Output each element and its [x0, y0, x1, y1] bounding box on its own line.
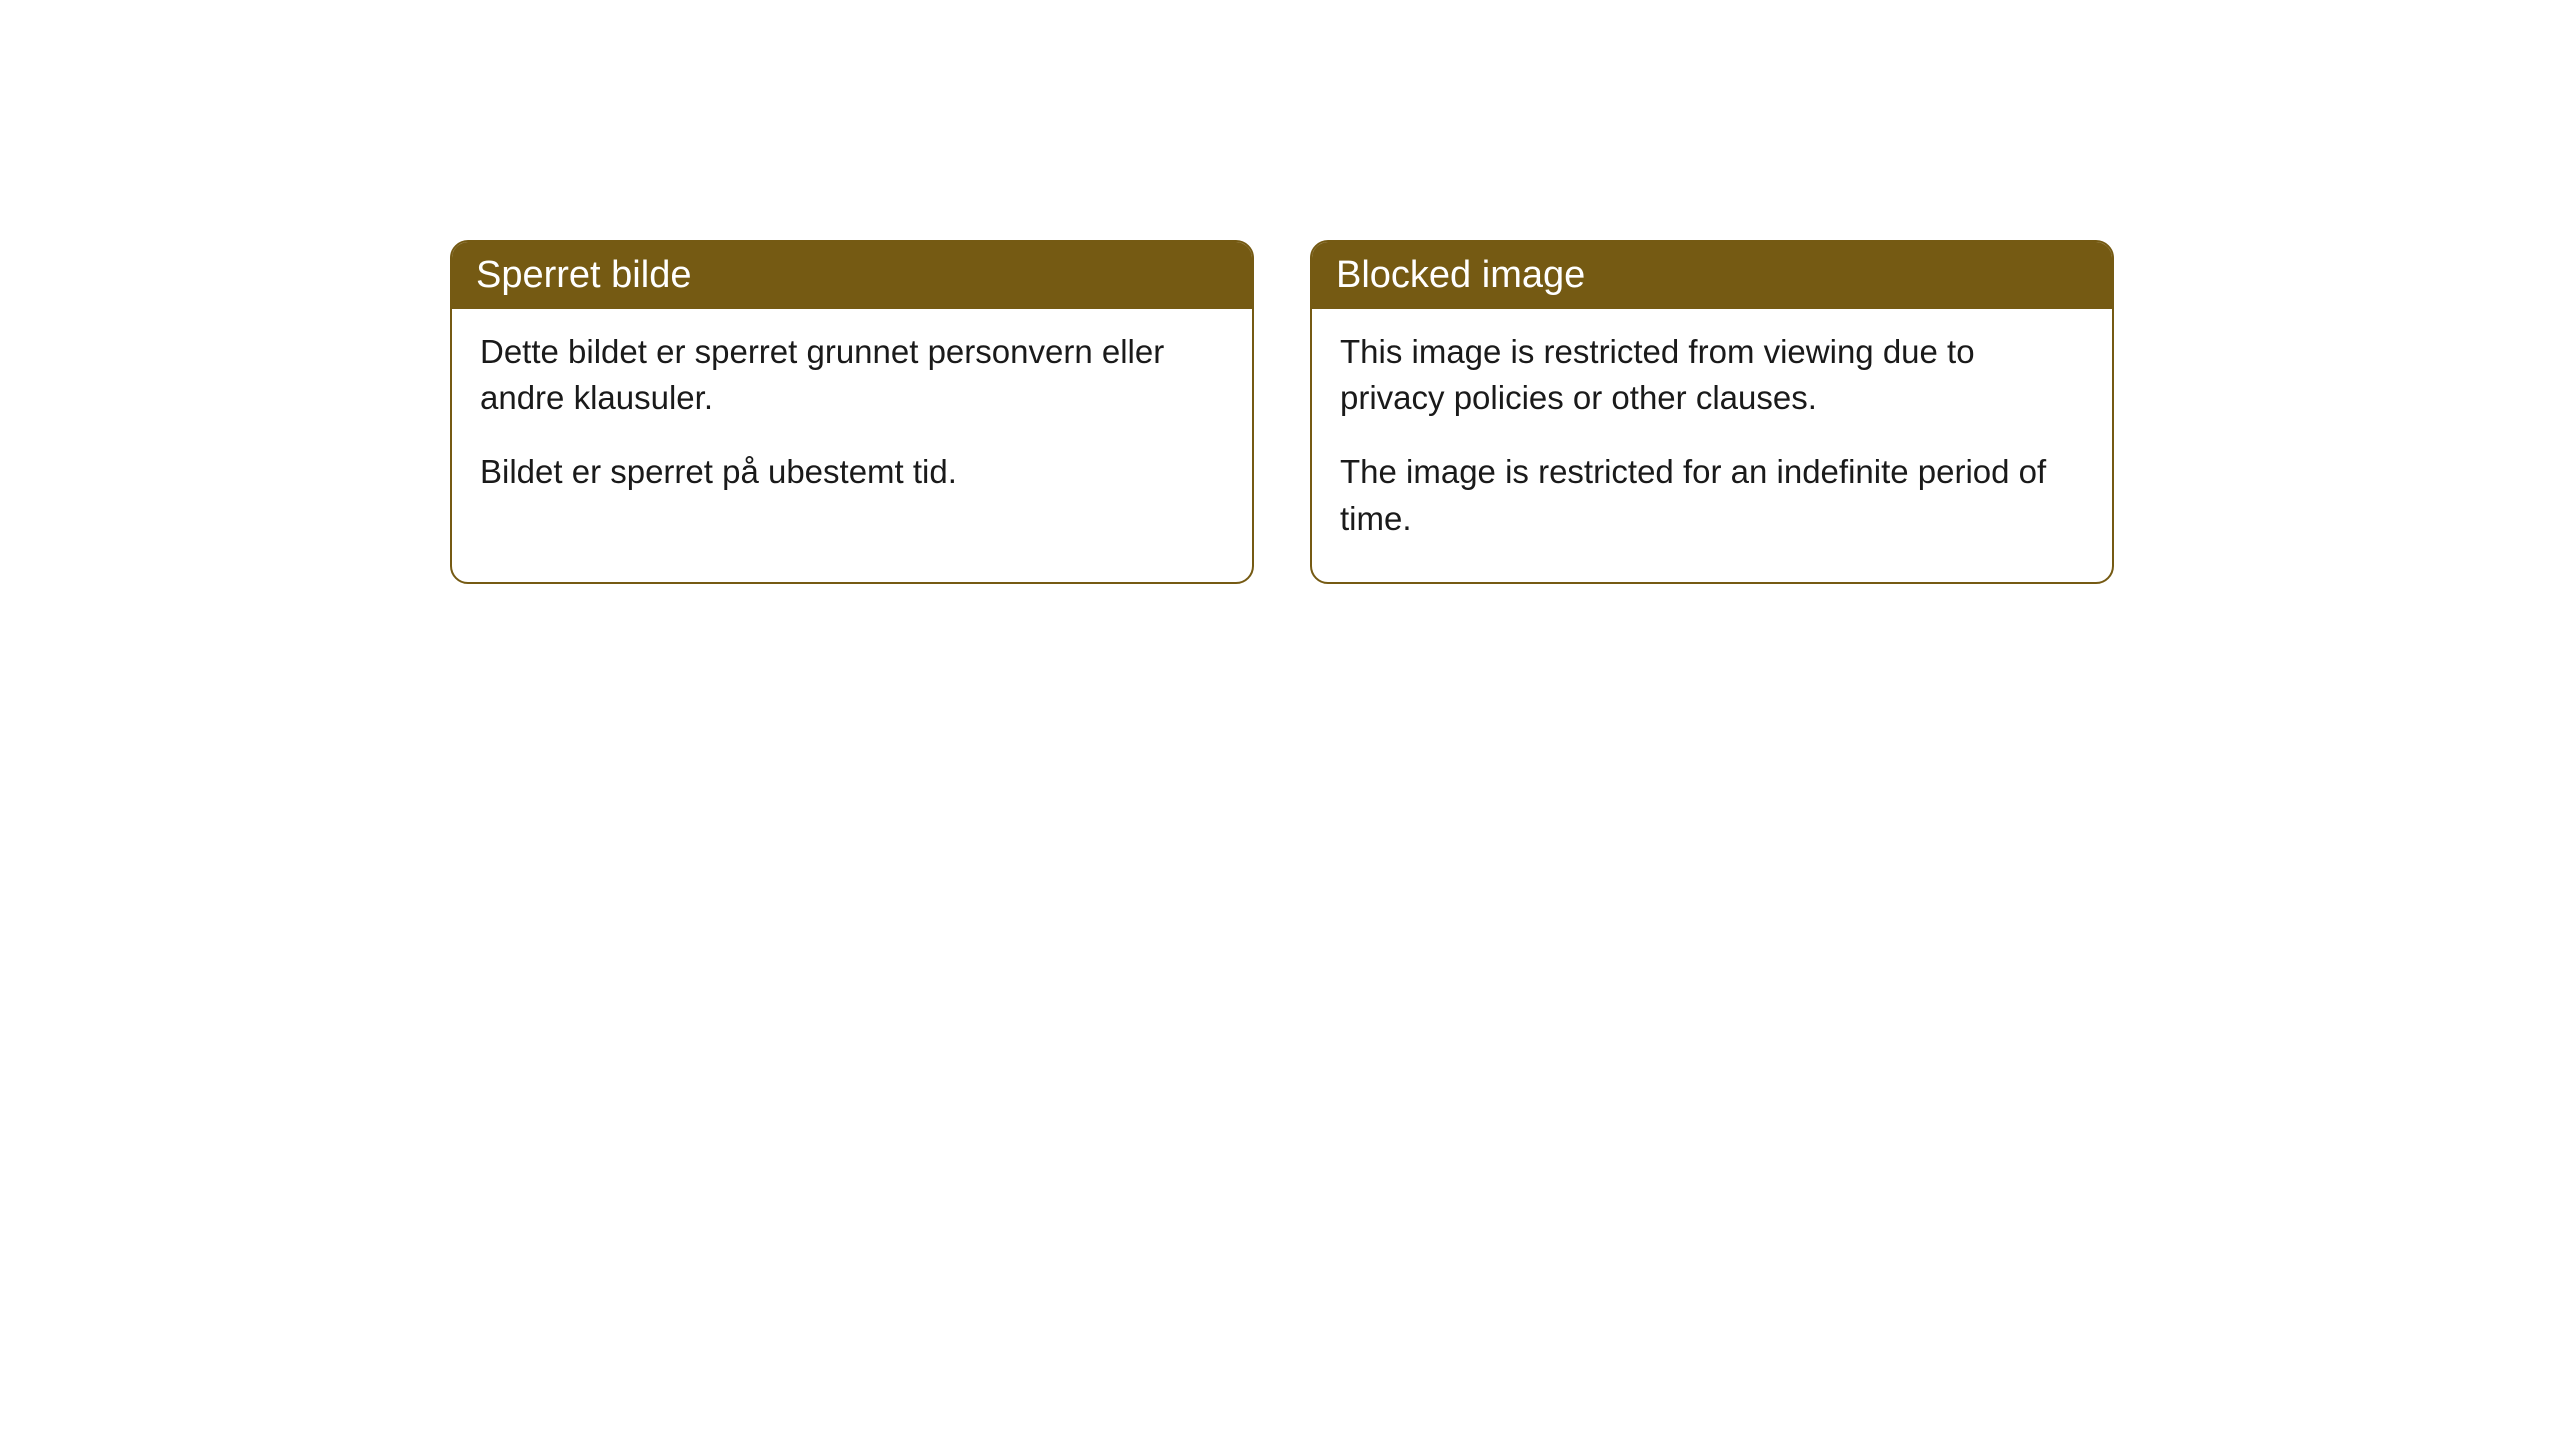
card-paragraph: Dette bildet er sperret grunnet personve…	[480, 329, 1224, 421]
card-body: This image is restricted from viewing du…	[1312, 309, 2112, 582]
card-paragraph: The image is restricted for an indefinit…	[1340, 449, 2084, 541]
card-title: Sperret bilde	[476, 254, 691, 296]
card-header: Blocked image	[1312, 242, 2112, 309]
card-title: Blocked image	[1336, 254, 1585, 296]
card-paragraph: Bildet er sperret på ubestemt tid.	[480, 449, 1224, 495]
blocked-image-card-english: Blocked image This image is restricted f…	[1310, 240, 2114, 584]
card-header: Sperret bilde	[452, 242, 1252, 309]
card-body: Dette bildet er sperret grunnet personve…	[452, 309, 1252, 536]
card-paragraph: This image is restricted from viewing du…	[1340, 329, 2084, 421]
blocked-image-card-norwegian: Sperret bilde Dette bildet er sperret gr…	[450, 240, 1254, 584]
cards-container: Sperret bilde Dette bildet er sperret gr…	[0, 0, 2560, 584]
